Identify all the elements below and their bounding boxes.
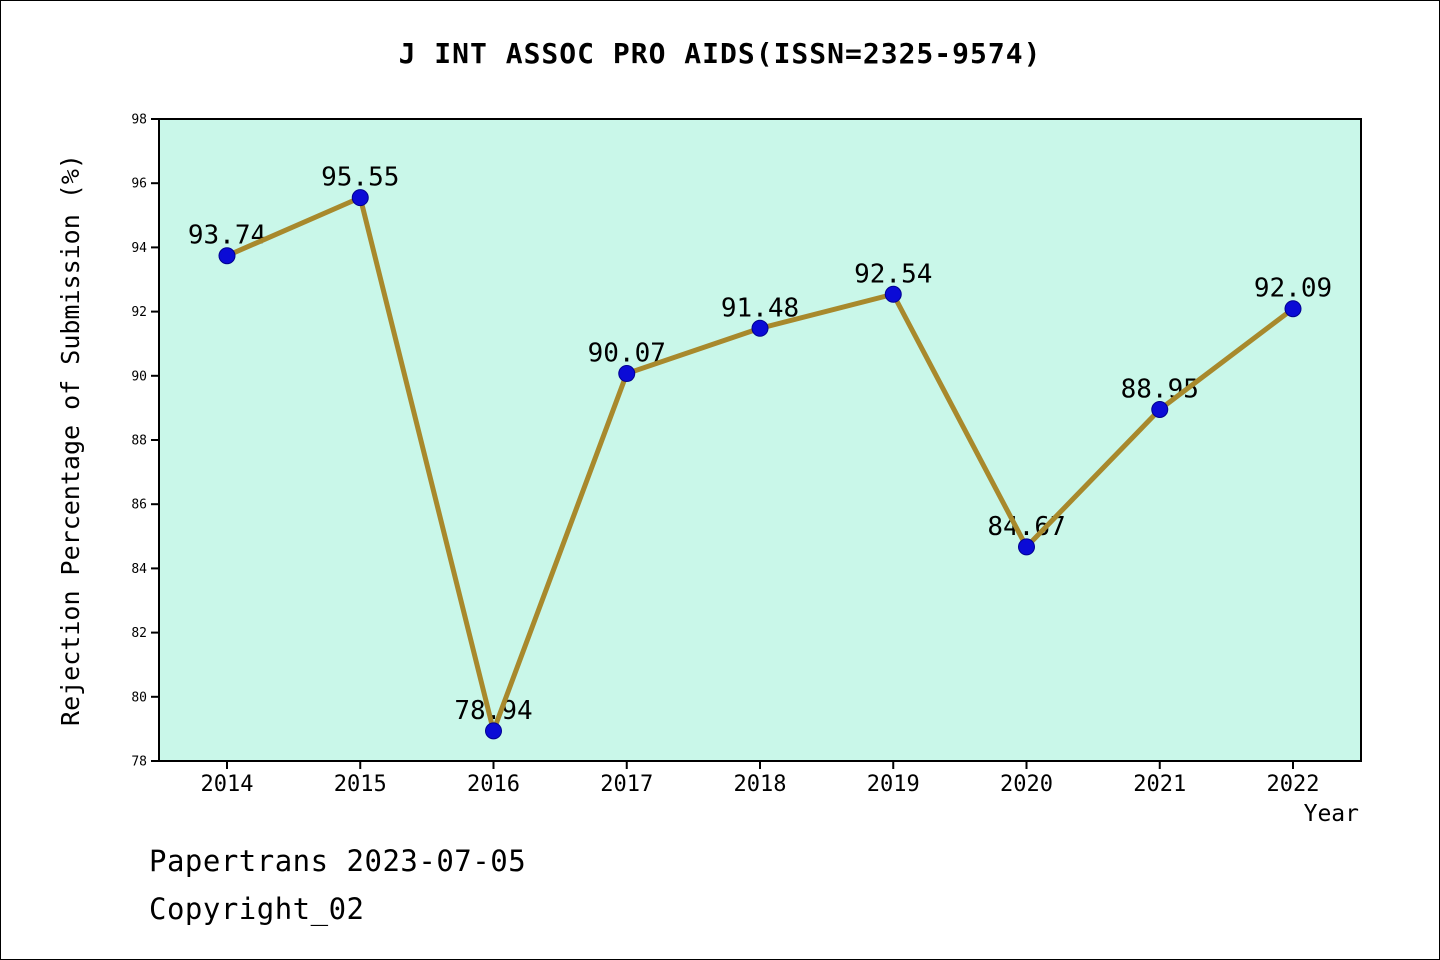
data-point[interactable] (618, 365, 636, 383)
y-axis-title: Rejection Percentage of Submission (%) (56, 154, 85, 726)
plot-area (158, 118, 1362, 762)
x-tick-label: 2018 (734, 772, 787, 797)
x-axis-title: Year (1304, 801, 1359, 827)
y-tick-label: 88 (131, 434, 147, 449)
y-tick-label: 98 (131, 113, 147, 128)
data-point[interactable] (1284, 300, 1302, 318)
data-point[interactable] (884, 285, 902, 303)
y-tick-label: 94 (131, 241, 147, 256)
x-tick-label: 2017 (600, 772, 653, 797)
data-point[interactable] (1151, 401, 1169, 419)
x-tick-label: 2016 (467, 772, 520, 797)
footer-copyright: Copyright_02 (149, 892, 365, 926)
x-tick-label: 2020 (1000, 772, 1053, 797)
chart-title: J INT ASSOC PRO AIDS(ISSN=2325-9574) (398, 37, 1042, 70)
y-tick-label: 92 (131, 305, 147, 320)
line-chart: 78 80 82 84 86 88 90 92 94 96 98 2014 2015 2016 2017 20… (56, 113, 1362, 827)
footer-source-date: Papertrans 2023-07-05 (149, 844, 527, 878)
y-tick-label: 80 (131, 690, 147, 705)
x-tick-label: 2015 (334, 772, 387, 797)
data-point[interactable] (351, 189, 369, 207)
y-tick-label: 84 (131, 562, 147, 577)
x-tick-label: 2022 (1267, 772, 1320, 797)
data-point[interactable] (218, 247, 236, 265)
data-point[interactable] (751, 319, 769, 337)
value-label: 92.54 (854, 259, 932, 289)
y-tick-label: 82 (131, 626, 147, 641)
value-label: 91.48 (721, 293, 799, 323)
y-tick-label: 86 (131, 498, 147, 513)
y-tick-label: 90 (131, 369, 147, 384)
x-tick-label: 2019 (867, 772, 920, 797)
value-label: 95.55 (321, 163, 399, 193)
data-point[interactable] (485, 722, 502, 740)
chart-footer: Papertrans 2023-07-05 Copyright_02 (149, 837, 526, 933)
x-tick-label: 2014 (201, 772, 254, 797)
x-tick-label: 2021 (1133, 772, 1186, 797)
y-tick-label: 78 (131, 755, 147, 770)
data-point[interactable] (1018, 538, 1035, 556)
value-label: 92.09 (1254, 274, 1332, 304)
y-tick-label: 96 (131, 177, 147, 192)
